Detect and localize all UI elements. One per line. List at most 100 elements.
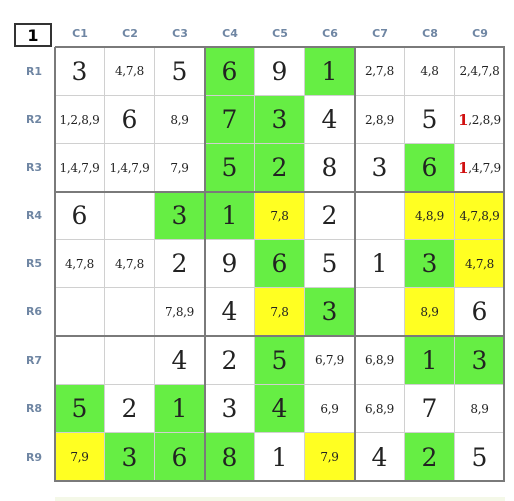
row-header-r5: R5	[25, 257, 43, 270]
cell-r5c1[interactable]: 4,7,8	[55, 240, 105, 288]
cell-r2c8[interactable]: 5	[405, 96, 455, 144]
cell-digit: 3	[421, 249, 438, 278]
cell-r7c9[interactable]: 3	[455, 336, 505, 385]
cell-r7c5[interactable]: 5	[255, 336, 305, 385]
cell-r1c4[interactable]: 6	[205, 47, 255, 96]
puzzle-number-box: 1	[14, 23, 52, 47]
cell-r1c7[interactable]: 2,7,8	[355, 47, 405, 96]
cell-r7c3[interactable]: 4	[155, 336, 205, 385]
candidate-rest: ,2,8,9	[468, 112, 501, 127]
cell-r6c3[interactable]: 7,8,9	[155, 288, 205, 336]
cell-r6c9[interactable]: 6	[455, 288, 505, 336]
cell-r7c4[interactable]: 2	[205, 336, 255, 385]
cell-r4c5[interactable]: 7,8	[255, 192, 305, 240]
cell-r2c3[interactable]: 8,9	[155, 96, 205, 144]
cell-r2c2[interactable]: 6	[105, 96, 155, 144]
cell-r9c7[interactable]: 4	[355, 433, 405, 482]
cell-r2c1[interactable]: 1,2,8,9	[55, 96, 105, 144]
cell-digit: 2	[221, 345, 238, 375]
cell-r5c3[interactable]: 2	[155, 240, 205, 288]
cell-digit: 6	[71, 201, 88, 230]
cell-r2c7[interactable]: 2,8,9	[355, 96, 405, 144]
cell-r7c8[interactable]: 1	[405, 336, 455, 385]
highlighted-candidate: 1	[458, 110, 469, 129]
cell-r2c4[interactable]: 7	[205, 96, 255, 144]
cell-r3c8[interactable]: 6	[405, 144, 455, 192]
cell-r5c8[interactable]: 3	[405, 240, 455, 288]
cell-r9c1[interactable]: 7,9	[55, 433, 105, 482]
cell-candidates: 7,9	[170, 160, 189, 175]
cell-digit: 7	[421, 394, 438, 423]
cell-r6c7[interactable]	[355, 288, 405, 336]
cell-r7c7[interactable]: 6,8,9	[355, 336, 405, 385]
cell-r3c7[interactable]: 3	[355, 144, 405, 192]
cell-r9c2[interactable]: 3	[105, 433, 155, 482]
cell-r8c6[interactable]: 6,9	[305, 385, 355, 433]
cell-r1c2[interactable]: 4,7,8	[105, 47, 155, 96]
cell-r8c1[interactable]: 5	[55, 385, 105, 433]
cell-r8c8[interactable]: 7	[405, 385, 455, 433]
cell-r4c7[interactable]	[355, 192, 405, 240]
cell-r1c3[interactable]: 5	[155, 47, 205, 96]
cell-r6c2[interactable]	[105, 288, 155, 336]
cell-r4c8[interactable]: 4,8,9	[405, 192, 455, 240]
cell-r3c9[interactable]: 1,4,7,9	[455, 144, 505, 192]
cell-r6c1[interactable]	[55, 288, 105, 336]
cell-r5c9[interactable]: 4,7,8	[455, 240, 505, 288]
cell-candidates: 4,7,8,9	[459, 208, 500, 223]
cell-r5c6[interactable]: 5	[305, 240, 355, 288]
cell-r4c3[interactable]: 3	[155, 192, 205, 240]
column-header-c6: C6	[322, 27, 338, 40]
cell-candidates: 2,4,7,8	[459, 64, 500, 78]
cell-r1c8[interactable]: 4,8	[405, 47, 455, 96]
cell-r7c6[interactable]: 6,7,9	[305, 336, 355, 385]
cell-r3c4[interactable]: 5	[205, 144, 255, 192]
cell-r5c5[interactable]: 6	[255, 240, 305, 288]
cell-r9c8[interactable]: 2	[405, 433, 455, 482]
cell-digit: 4	[371, 442, 388, 472]
cell-r2c5[interactable]: 3	[255, 96, 305, 144]
cell-r2c6[interactable]: 4	[305, 96, 355, 144]
cell-r6c8[interactable]: 8,9	[405, 288, 455, 336]
cell-r9c6[interactable]: 7,9	[305, 433, 355, 482]
cell-r5c7[interactable]: 1	[355, 240, 405, 288]
column-header-c3: C3	[172, 27, 188, 40]
cell-r3c2[interactable]: 1,4,7,9	[105, 144, 155, 192]
cell-r8c2[interactable]: 2	[105, 385, 155, 433]
cell-r9c5[interactable]: 1	[255, 433, 305, 482]
cell-r1c9[interactable]: 2,4,7,8	[455, 47, 505, 96]
cell-r5c2[interactable]: 4,7,8	[105, 240, 155, 288]
cell-r1c5[interactable]: 9	[255, 47, 305, 96]
cell-r4c6[interactable]: 2	[305, 192, 355, 240]
cell-r9c4[interactable]: 8	[205, 433, 255, 482]
cell-digit: 1	[421, 345, 438, 375]
cell-r3c1[interactable]: 1,4,7,9	[55, 144, 105, 192]
box-border-horizontal	[55, 191, 505, 193]
cell-r6c5[interactable]: 7,8	[255, 288, 305, 336]
cell-r8c3[interactable]: 1	[155, 385, 205, 433]
cell-r7c1[interactable]	[55, 336, 105, 385]
cell-r1c6[interactable]: 1	[305, 47, 355, 96]
cell-r4c1[interactable]: 6	[55, 192, 105, 240]
cell-r8c7[interactable]: 6,8,9	[355, 385, 405, 433]
cell-r2c9[interactable]: 1,2,8,9	[455, 96, 505, 144]
cell-digit: 1	[271, 442, 288, 472]
cell-r4c4[interactable]: 1	[205, 192, 255, 240]
cell-digit: 3	[71, 56, 88, 86]
cell-r4c2[interactable]	[105, 192, 155, 240]
cell-r9c9[interactable]: 5	[455, 433, 505, 482]
cell-r8c5[interactable]: 4	[255, 385, 305, 433]
cell-r6c4[interactable]: 4	[205, 288, 255, 336]
cell-r8c9[interactable]: 8,9	[455, 385, 505, 433]
cell-r6c6[interactable]: 3	[305, 288, 355, 336]
cell-r3c3[interactable]: 7,9	[155, 144, 205, 192]
row-header-r8: R8	[25, 402, 43, 415]
cell-r9c3[interactable]: 6	[155, 433, 205, 482]
cell-r8c4[interactable]: 3	[205, 385, 255, 433]
cell-r5c4[interactable]: 9	[205, 240, 255, 288]
cell-r3c6[interactable]: 8	[305, 144, 355, 192]
cell-r1c1[interactable]: 3	[55, 47, 105, 96]
cell-r7c2[interactable]	[105, 336, 155, 385]
cell-r3c5[interactable]: 2	[255, 144, 305, 192]
cell-r4c9[interactable]: 4,7,8,9	[455, 192, 505, 240]
